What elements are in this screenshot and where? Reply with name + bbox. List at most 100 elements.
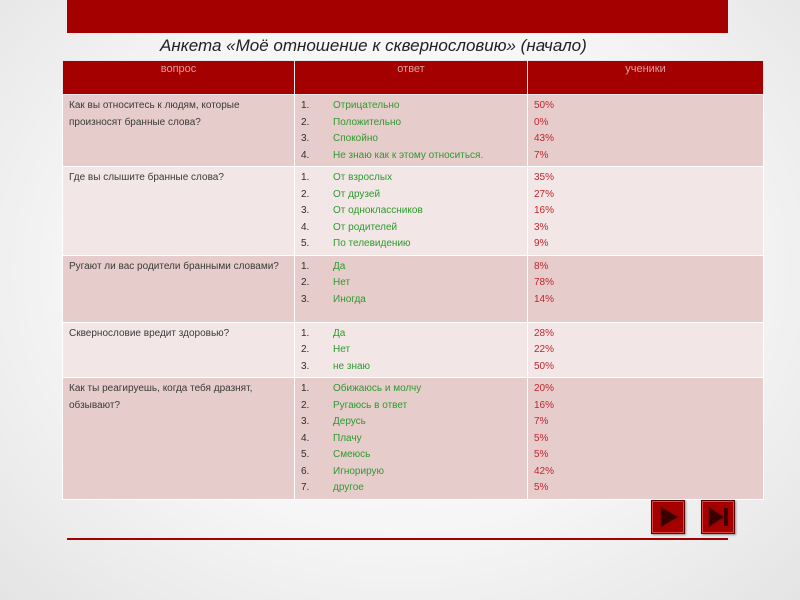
answer-text: Нет	[333, 277, 351, 288]
answer-item: 1. Обижаюсь и молчу	[301, 381, 523, 398]
answer-number: 1.	[301, 327, 310, 339]
percent-value: 20%	[534, 383, 555, 394]
answer-number: 2.	[301, 344, 310, 355]
answers-cell: 1. Обижаюсь и молчу 2. Ругаюсь в ответ 3. Дер…	[294, 377, 528, 500]
percent-value: 16%	[534, 399, 555, 411]
answer-text: Нет	[333, 344, 351, 355]
answer-number: 4.	[301, 432, 310, 444]
percent-value: 42%	[534, 465, 555, 477]
answer-text: Отрицательно	[333, 100, 400, 111]
slide-title: Анкета «Моё отношение к сквернословию» (…	[160, 36, 587, 55]
answer-number: 2.	[301, 116, 310, 128]
answer-text: Дерусь	[333, 416, 366, 427]
percent-list: 20% 16% 7% 5% 5% 42% 5%	[534, 381, 759, 497]
answer-number: 1.	[301, 383, 310, 394]
survey-table: вопрос ответ ученики Как вы относитесь к…	[62, 60, 764, 500]
answer-item: 2. От друзей	[301, 187, 523, 204]
last-slide-button[interactable]	[701, 500, 735, 534]
answer-item: 4. Не знаю как к этому относиться.	[301, 148, 523, 165]
answer-item: 4. Плачу	[301, 431, 523, 448]
answer-item: 3. Иногда	[301, 292, 523, 309]
answer-list: 1. От взрослых 2. От друзей 3. От одноклассни…	[301, 170, 523, 253]
answer-text: Обижаюсь и молчу	[333, 383, 422, 394]
answer-item: 5. Смеюсь	[301, 447, 523, 464]
answer-item: 2. Нет	[301, 275, 523, 292]
answers-cell: 1. Да 2. Нет 3. Иногда	[294, 254, 528, 323]
top-banner	[67, 0, 728, 33]
percent-cell: 50% 0% 43% 7%	[527, 94, 764, 167]
table-row: Как ты реагируешь, когда тебя дразнят, о…	[62, 377, 764, 500]
answer-number: 3.	[301, 205, 310, 216]
percent-list: 8% 78% 14%	[534, 259, 759, 309]
answer-list: 1. Да 2. Нет 3. не знаю	[301, 326, 523, 376]
percent-cell: 28% 22% 50%	[527, 321, 764, 378]
answer-text: Положительно	[333, 116, 402, 128]
next-slide-button[interactable]	[651, 500, 685, 534]
question-cell: Ругают ли вас родители бранными словами?	[62, 254, 295, 323]
answer-number: 5.	[301, 449, 310, 460]
answer-item: 7. другое	[301, 480, 523, 497]
percent-value: 5%	[534, 482, 549, 493]
percent-list: 35% 27% 16% 3% 9%	[534, 170, 759, 253]
answers-cell: 1. Отрицательно 2. Положительно 3. Спокойно 4.…	[294, 94, 528, 167]
percent-value: 50%	[534, 360, 555, 372]
answer-number: 5.	[301, 238, 310, 249]
skip-to-end-icon	[708, 506, 728, 528]
table-header-row: вопрос ответ ученики	[62, 60, 764, 95]
answer-text: По телевидению	[333, 238, 411, 249]
percent-cell: 20% 16% 7% 5% 5% 42% 5%	[527, 377, 764, 500]
table-row: Сквернословие вредит здоровью? 1. Да 2. Нет 3…	[62, 321, 764, 378]
bottom-divider	[67, 538, 728, 540]
question-cell: Где вы слышите бранные слова?	[62, 166, 295, 256]
answer-text: Да	[333, 260, 346, 272]
answer-text: Не знаю как к этому относиться.	[333, 149, 484, 161]
answer-number: 3.	[301, 293, 310, 305]
answer-number: 3.	[301, 360, 310, 372]
answer-number: 2.	[301, 399, 310, 411]
answers-cell: 1. Да 2. Нет 3. не знаю	[294, 321, 528, 378]
header-students: ученики	[527, 60, 764, 95]
answer-text: другое	[333, 482, 364, 493]
table-body: Как вы относитесь к людям, которые произ…	[62, 94, 764, 500]
answer-item: 1. Отрицательно	[301, 98, 523, 115]
answer-text: Да	[333, 327, 346, 339]
percent-value: 0%	[534, 116, 549, 128]
answer-text: Игнорирую	[333, 465, 385, 477]
answer-item: 6. Игнорирую	[301, 464, 523, 481]
percent-value: 5%	[534, 449, 549, 460]
answer-number: 1.	[301, 100, 310, 111]
answer-item: 1. От взрослых	[301, 170, 523, 187]
percent-value: 43%	[534, 133, 555, 144]
percent-value: 9%	[534, 238, 549, 249]
percent-value: 28%	[534, 327, 555, 339]
percent-value: 78%	[534, 277, 555, 288]
percent-cell: 8% 78% 14%	[527, 254, 764, 323]
answer-text: не знаю	[333, 360, 371, 372]
percent-value: 50%	[534, 100, 555, 111]
answer-number: 1.	[301, 172, 310, 183]
percent-value: 14%	[534, 293, 555, 305]
answer-number: 7.	[301, 482, 310, 493]
answer-number: 2.	[301, 188, 310, 200]
answer-text: От взрослых	[333, 172, 393, 183]
answer-text: Плачу	[333, 432, 362, 444]
answer-number: 4.	[301, 149, 310, 161]
table-row: Как вы относитесь к людям, которые произ…	[62, 94, 764, 167]
percent-value: 7%	[534, 416, 549, 427]
percent-value: 3%	[534, 221, 549, 233]
answer-list: 1. Обижаюсь и молчу 2. Ругаюсь в ответ 3. Дер…	[301, 381, 523, 497]
answer-item: 5. По телевидению	[301, 236, 523, 253]
percent-list: 50% 0% 43% 7%	[534, 98, 759, 164]
percent-value: 22%	[534, 344, 555, 355]
percent-value: 5%	[534, 432, 549, 444]
percent-value: 7%	[534, 149, 549, 161]
percent-value: 8%	[534, 260, 549, 272]
answer-item: 3. От одноклассников	[301, 203, 523, 220]
percent-value: 27%	[534, 188, 555, 200]
answer-list: 1. Да 2. Нет 3. Иногда	[301, 259, 523, 309]
table-row: Ругают ли вас родители бранными словами?…	[62, 254, 764, 323]
question-cell: Как вы относитесь к людям, которые произ…	[62, 94, 295, 167]
answer-item: 1. Да	[301, 259, 523, 276]
answer-text: Спокойно	[333, 133, 378, 144]
answer-text: Ругаюсь в ответ	[333, 399, 408, 411]
